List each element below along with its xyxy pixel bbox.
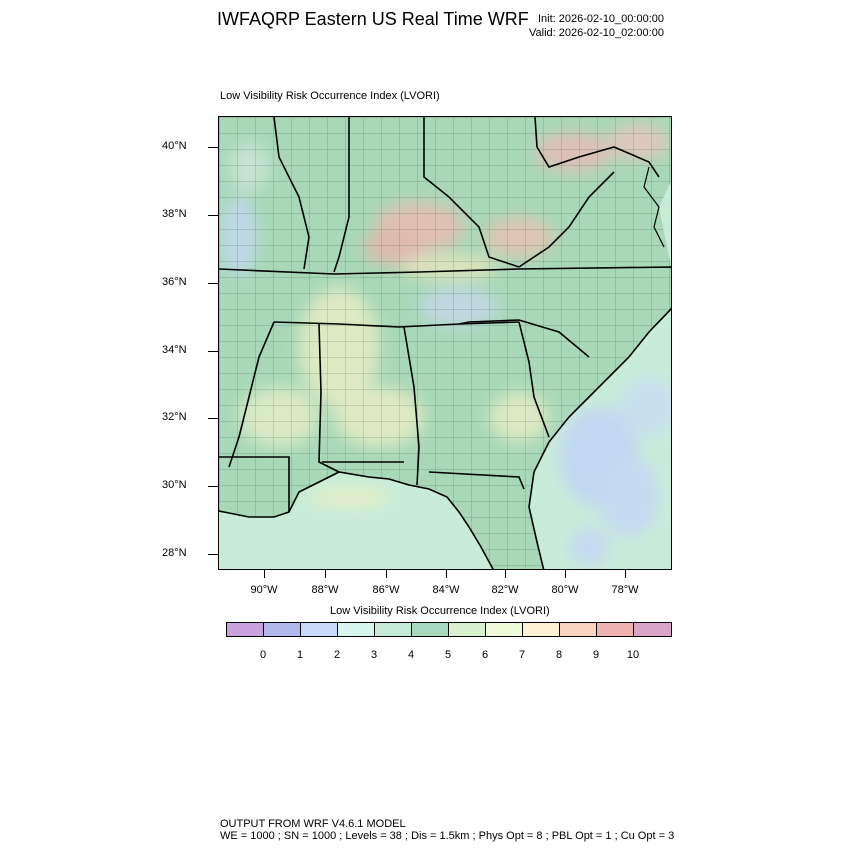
lon-tick-label: 82°W — [491, 584, 519, 596]
lat-tick-mark — [208, 215, 218, 216]
lat-tick-label: 32°N — [162, 411, 187, 423]
colorbar-label: 3 — [370, 649, 378, 661]
colorbar-box — [264, 623, 301, 636]
lon-tick-mark — [325, 570, 326, 578]
colorbar-label: 9 — [592, 649, 600, 661]
lat-tick-mark — [208, 283, 218, 284]
lon-tick-label: 88°W — [311, 584, 339, 596]
lat-tick-mark — [208, 486, 218, 487]
lon-tick-mark — [505, 570, 506, 578]
chesapeake-bay — [643, 166, 665, 248]
init-time: Init: 2026-02-10_00:00:00 — [538, 13, 664, 25]
colorbar-label: 7 — [518, 649, 526, 661]
colorbar-label: 8 — [555, 649, 563, 661]
lat-tick-mark — [208, 554, 218, 555]
lat-tick-label: 28°N — [162, 547, 187, 559]
lat-tick-label: 34°N — [162, 344, 187, 356]
valid-time: Valid: 2026-02-10_02:00:00 — [529, 27, 664, 39]
lvori-map — [219, 117, 671, 569]
colorbar-title: Low Visibility Risk Occurrence Index (LV… — [330, 605, 550, 617]
colorbar-label: 5 — [444, 649, 452, 661]
colorbar-box — [227, 623, 264, 636]
lat-tick-mark — [208, 418, 218, 419]
colorbar-box — [560, 623, 597, 636]
county-boundaries — [219, 117, 671, 569]
model-info-line2: WE = 1000 ; SN = 1000 ; Levels = 38 ; Di… — [220, 830, 675, 842]
lon-tick-label: 84°W — [432, 584, 460, 596]
colorbar-box — [412, 623, 449, 636]
lat-tick-mark — [208, 351, 218, 352]
colorbar-box — [597, 623, 634, 636]
lat-tick-label: 30°N — [162, 479, 187, 491]
lat-tick-label: 36°N — [162, 276, 187, 288]
colorbar-label: 6 — [481, 649, 489, 661]
lon-tick-mark — [625, 570, 626, 578]
colorbar-label: 0 — [259, 649, 267, 661]
lon-tick-mark — [386, 570, 387, 578]
colorbar-label: 1 — [296, 649, 304, 661]
map-panel — [218, 116, 672, 570]
colorbar-box — [486, 623, 523, 636]
lat-tick-label: 38°N — [162, 208, 187, 220]
figure-title: IWFAQRP Eastern US Real Time WRF — [217, 9, 529, 29]
colorbar-box — [338, 623, 375, 636]
colorbar-label: 4 — [407, 649, 415, 661]
colorbar-box — [634, 623, 671, 636]
model-info-line1: OUTPUT FROM WRF V4.6.1 MODEL — [220, 818, 406, 830]
state-boundaries — [219, 117, 671, 512]
colorbar-label: 10 — [626, 649, 640, 661]
colorbar-box — [449, 623, 486, 636]
lon-tick-mark — [565, 570, 566, 578]
lon-tick-label: 80°W — [551, 584, 579, 596]
lat-tick-mark — [208, 147, 218, 148]
colorbar-box — [301, 623, 338, 636]
lat-tick-label: 40°N — [162, 140, 187, 152]
lon-tick-label: 90°W — [250, 584, 278, 596]
panel-title: Low Visibility Risk Occurrence Index (LV… — [220, 90, 440, 102]
colorbar-label: 2 — [333, 649, 341, 661]
lon-tick-label: 78°W — [611, 584, 639, 596]
colorbar-box — [523, 623, 560, 636]
coastline — [219, 307, 671, 569]
lon-tick-mark — [264, 570, 265, 578]
lon-tick-mark — [446, 570, 447, 578]
colorbar — [226, 622, 672, 637]
colorbar-box — [375, 623, 412, 636]
lon-tick-label: 86°W — [372, 584, 400, 596]
